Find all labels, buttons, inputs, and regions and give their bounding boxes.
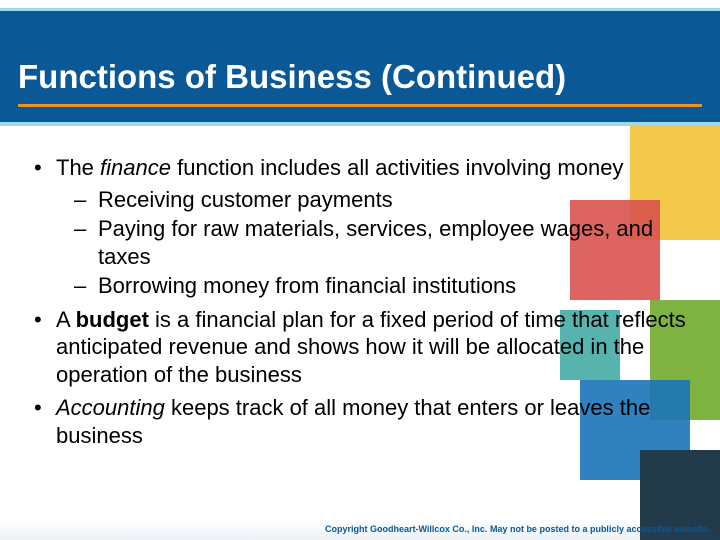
copyright-footer: Copyright Goodheart-Willcox Co., Inc. Ma… <box>325 524 710 534</box>
bullet-level2: Receiving customer payments <box>34 186 686 214</box>
bullet-level1: The finance function includes all activi… <box>34 154 686 182</box>
body-content: The finance function includes all activi… <box>34 148 686 453</box>
slide: Functions of Business (Continued) The fi… <box>0 0 720 540</box>
slide-title: Functions of Business (Continued) <box>18 58 702 107</box>
bullet-level2: Paying for raw materials, services, empl… <box>34 215 686 270</box>
bullet-level1: A budget is a financial plan for a fixed… <box>34 306 686 389</box>
bullet-list: The finance function includes all activi… <box>34 154 686 449</box>
bullet-level2: Borrowing money from financial instituti… <box>34 272 686 300</box>
bullet-level1: Accounting keeps track of all money that… <box>34 394 686 449</box>
